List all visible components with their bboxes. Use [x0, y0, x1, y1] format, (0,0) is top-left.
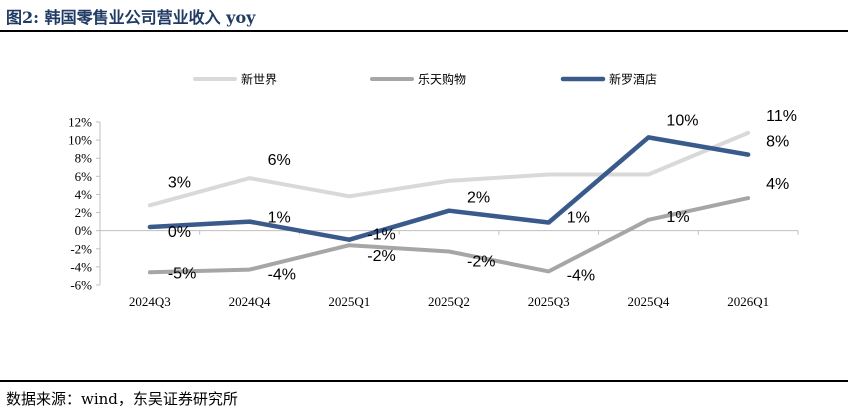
chart-axes: 12% 10% 8% 6% 4% 2% 0% -2% -4% -6% 2024Q3 2024Q4 202…	[68, 115, 799, 309]
y-tick-label: 0%	[75, 223, 93, 238]
data-label: 1%	[666, 209, 689, 226]
source-note: 数据来源：wind，东吴证券研究所	[6, 390, 238, 408]
y-tick-label: -4%	[70, 259, 92, 274]
top-rule	[0, 30, 848, 32]
x-tick-label: 2025Q3	[528, 294, 570, 309]
data-label: 1%	[268, 210, 291, 227]
data-label: 6%	[268, 152, 291, 169]
y-tick-label: -2%	[70, 241, 92, 256]
data-label: 3%	[168, 174, 191, 191]
chart-legend: 新世界 乐天购物 新罗酒店	[193, 72, 657, 87]
y-tick-label: 12%	[68, 115, 92, 130]
data-label: 0%	[168, 224, 191, 241]
series-line-3	[147, 135, 751, 242]
y-tick-label: 8%	[75, 151, 93, 166]
data-label: 2%	[467, 190, 490, 207]
data-label: 11%	[766, 108, 797, 125]
x-tick-label: 2025Q2	[428, 294, 470, 309]
chart-series	[147, 130, 751, 275]
legend-label-3: 新罗酒店	[609, 72, 657, 87]
data-label: -4%	[567, 267, 595, 284]
x-tick-label: 2024Q3	[129, 294, 171, 309]
series-line-1	[147, 130, 751, 208]
figure-title: 图2: 韩国零售业公司营业收入 yoy	[6, 8, 256, 27]
y-tick-label: 6%	[75, 169, 93, 184]
data-label: 8%	[766, 134, 789, 151]
data-label: 10%	[666, 112, 698, 129]
legend-label-1: 新世界	[241, 72, 277, 87]
y-tick-label: 4%	[75, 187, 93, 202]
data-label: -2%	[467, 253, 495, 270]
data-label: 4%	[766, 176, 789, 193]
y-tick-label: 2%	[75, 205, 93, 220]
x-tick-label: 2026Q1	[727, 294, 769, 309]
x-tick-label: 2024Q4	[229, 294, 271, 309]
y-tick-label: -6%	[70, 278, 92, 293]
data-label: -5%	[168, 265, 196, 282]
chart-data-labels: 3% 6% 11% -5% -4% -2% -2% -4% 1% 4% 0% 1% -1% 2% 1% 10%…	[168, 108, 797, 285]
data-label: -4%	[268, 267, 296, 284]
y-tick-label: 10%	[68, 133, 92, 148]
data-label: -1%	[367, 227, 395, 244]
x-tick-label: 2025Q1	[328, 294, 370, 309]
x-tick-label: 2025Q4	[627, 294, 669, 309]
legend-label-2: 乐天购物	[418, 72, 466, 87]
bottom-rule	[0, 380, 848, 382]
data-label: -2%	[367, 248, 395, 265]
data-label: 1%	[567, 210, 590, 227]
